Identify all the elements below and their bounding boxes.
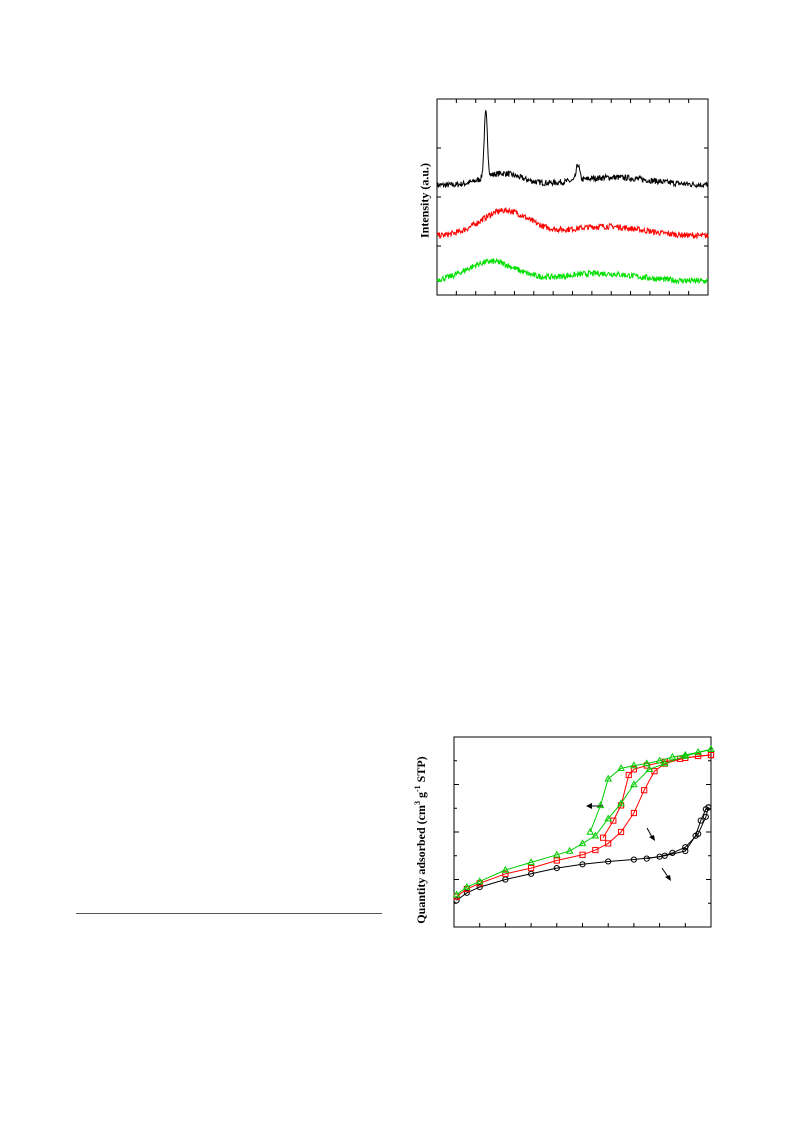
isotherm-adsorption-line-1 [456, 754, 712, 898]
isotherm-adsorption-point [502, 870, 509, 877]
isotherm-desorption-point [625, 771, 632, 779]
direction-arrows [586, 803, 671, 881]
isotherm-desorption-point [707, 751, 715, 759]
isotherm-adsorption-point [592, 846, 599, 854]
isotherm-adsorption-point [565, 846, 574, 854]
isotherm-desorption-point [697, 817, 704, 824]
isotherm-adsorption-point [605, 858, 612, 865]
isotherm-adsorption-point [502, 876, 509, 883]
xrd-pattern-0 [436, 110, 709, 189]
isotherm-adsorption-point [452, 890, 461, 898]
isotherm-desorption-point [661, 852, 668, 859]
isotherm-frame [453, 736, 712, 928]
isotherm-desorption-point [681, 750, 690, 758]
isotherm-adsorption-point [579, 861, 586, 868]
xrd-y-axis-label: Intensity (a.u.) [417, 163, 432, 239]
arrow-down-red [646, 827, 655, 841]
isotherm-adsorption-point [501, 865, 510, 873]
isotherm-desorption-point [692, 832, 699, 839]
isotherm-adsorption-point [591, 831, 600, 839]
isotherm-desorption-point [630, 766, 637, 773]
isotherm-desorption-point [655, 756, 664, 764]
isotherm-adsorption-point [553, 865, 560, 872]
isotherm-desorption-point [630, 761, 638, 769]
isotherm-desorption-point [586, 827, 595, 835]
isotherm-adsorption-point [630, 809, 637, 817]
xrd-ticks [436, 99, 709, 295]
isotherm-desorption-point [596, 801, 605, 809]
isotherm-adsorption-point [605, 840, 612, 847]
xrd-pattern-1 [436, 206, 709, 240]
isotherm-adsorption-point [553, 857, 560, 864]
isotherm-adsorption-point [630, 856, 638, 863]
isotherm-desorption-point [668, 752, 677, 760]
isotherm-desorption-point [617, 764, 625, 772]
isotherm-adsorption-point [702, 813, 709, 820]
isotherm-adsorption-point [630, 780, 638, 788]
isotherm-adsorption-point [463, 889, 470, 896]
isotherm-series [452, 745, 715, 904]
isotherm-adsorption-point [453, 897, 460, 904]
isotherm-desorption-line-2 [589, 748, 712, 833]
isotherm-adsorption-point [617, 828, 625, 836]
isotherm-adsorption-line-2 [456, 748, 712, 896]
isotherm-adsorption-point [645, 765, 654, 772]
isotherm-desorption-point [694, 747, 702, 755]
footnote-separator [76, 913, 382, 914]
isotherm-adsorption-point [604, 814, 613, 822]
isotherm-desorption-line-0 [646, 806, 709, 860]
isotherm-adsorption-point [641, 787, 648, 794]
arrow-left-green [586, 803, 603, 809]
isotherm-desorption-point [599, 834, 607, 841]
isotherm-desorption-line-1 [602, 754, 712, 838]
isotherm-desorption-point [642, 759, 651, 767]
isotherm-desorption-point [695, 752, 702, 760]
isotherm-adsorption-point [527, 858, 535, 866]
arrow-down-black [661, 867, 671, 881]
xrd-pattern-2 [436, 257, 709, 285]
xrd-series [436, 110, 709, 285]
isotherm-adsorption-point [476, 884, 483, 891]
isotherm-adsorption-point [528, 865, 535, 872]
isotherm-desorption-point [682, 847, 689, 855]
isotherm-adsorption-point [475, 877, 484, 885]
isotherm-adsorption-point [579, 851, 586, 858]
isotherm-adsorption-point [552, 850, 561, 858]
isotherm-adsorption-point [578, 839, 587, 847]
isotherm-y-axis-label: Quantity adsorbed (cm3 g-1 STP) [413, 756, 428, 924]
isotherm-desorption-point [604, 774, 613, 782]
isotherm-adsorption-point [617, 799, 625, 807]
isotherm-adsorption-point [463, 882, 471, 890]
isotherm-desorption-point [707, 745, 715, 753]
isotherm-adsorption-line-0 [456, 807, 709, 901]
isotherm-ticks [453, 760, 712, 927]
isotherm-adsorption-point [528, 870, 535, 877]
isotherm-desorption-point [643, 855, 650, 862]
isotherm-desorption-point [702, 806, 709, 813]
